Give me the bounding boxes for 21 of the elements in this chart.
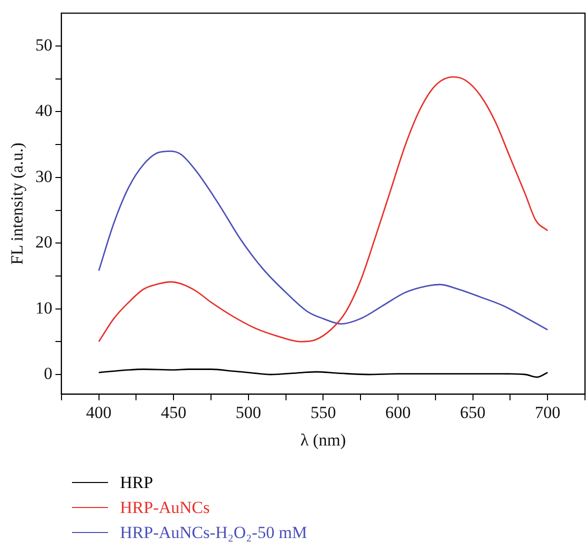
y-tick-label: 0 <box>44 364 52 383</box>
legend-label: HRP <box>120 472 154 494</box>
y-tick-label: 50 <box>35 36 52 55</box>
line-series <box>98 76 548 342</box>
x-tick-label: 500 <box>236 402 262 422</box>
line-series <box>98 368 548 378</box>
x-tick-label: 700 <box>534 402 560 422</box>
x-axis-title: λ (nm) <box>300 430 346 450</box>
x-tick-label: 400 <box>86 402 112 422</box>
legend-label: HRP-AuNCs <box>120 497 210 519</box>
x-tick-label: 650 <box>460 402 486 422</box>
x-tick-label: 550 <box>310 402 336 422</box>
legend-label: HRP-AuNCs-H₂O₂-50 mM <box>120 522 308 544</box>
y-tick-label: 20 <box>35 232 52 252</box>
y-tick-label: 40 <box>35 101 52 120</box>
y-tick-label: 10 <box>35 298 52 318</box>
y-tick-label: 30 <box>35 166 52 186</box>
y-axis-title: FL intensity (a.u.) <box>8 142 27 265</box>
x-tick-label: 600 <box>385 402 411 422</box>
line-series <box>98 150 548 331</box>
x-tick-label: 450 <box>160 402 186 422</box>
